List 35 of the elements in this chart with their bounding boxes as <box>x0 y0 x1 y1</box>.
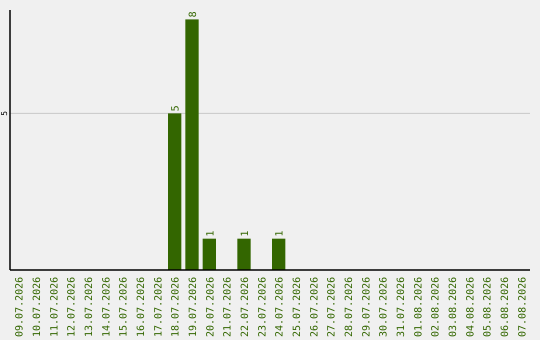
x-tick-label: 07.08.2026 <box>517 276 528 337</box>
x-tick-label: 28.07.2026 <box>344 276 355 337</box>
x-tick-label: 21.07.2026 <box>222 276 234 337</box>
x-tick-label: 25.07.2026 <box>292 276 303 337</box>
x-tick-label: 24.07.2026 <box>274 276 286 337</box>
x-tick-label: 16.07.2026 <box>136 276 147 337</box>
x-tick-label: 30.07.2026 <box>378 276 390 337</box>
x-tick-label: 26.07.2026 <box>309 276 320 337</box>
x-tick-label: 11.07.2026 <box>49 276 60 337</box>
data-label: 8 <box>188 11 199 18</box>
x-tick-label: 02.08.2026 <box>430 276 442 337</box>
x-tick-label: 10.07.2026 <box>32 276 43 337</box>
x-tick-label: 29.07.2026 <box>361 276 372 337</box>
x-tick-label: 09.07.2026 <box>14 276 26 337</box>
x-tick-label: 20.07.2026 <box>205 276 216 337</box>
x-tick-label: 04.08.2026 <box>465 276 476 337</box>
x-tick-label: 05.08.2026 <box>482 276 494 337</box>
x-tick-label: 15.07.2026 <box>118 276 130 337</box>
x-tick-label: 17.07.2026 <box>153 276 164 337</box>
x-tick-label: 12.07.2026 <box>66 276 78 337</box>
x-tick-label: 22.07.2026 <box>240 276 251 337</box>
x-tick-label: 14.07.2026 <box>101 276 112 337</box>
data-label: 1 <box>205 230 216 237</box>
x-tick-label: 18.07.2026 <box>170 276 182 337</box>
x-tick-label: 06.08.2026 <box>500 276 511 337</box>
x-tick-label: 19.07.2026 <box>188 276 199 337</box>
data-label: 1 <box>240 230 251 237</box>
x-tick-label: 01.08.2026 <box>413 276 424 337</box>
x-tick-label: 23.07.2026 <box>257 276 268 337</box>
x-tick-label: 27.07.2026 <box>326 276 338 337</box>
data-label: 1 <box>274 230 286 237</box>
x-tick-label: 13.07.2026 <box>84 276 95 337</box>
x-tick-label: 31.07.2026 <box>396 276 407 337</box>
data-label: 5 <box>170 105 182 112</box>
x-tick-label: 03.08.2026 <box>448 276 459 337</box>
